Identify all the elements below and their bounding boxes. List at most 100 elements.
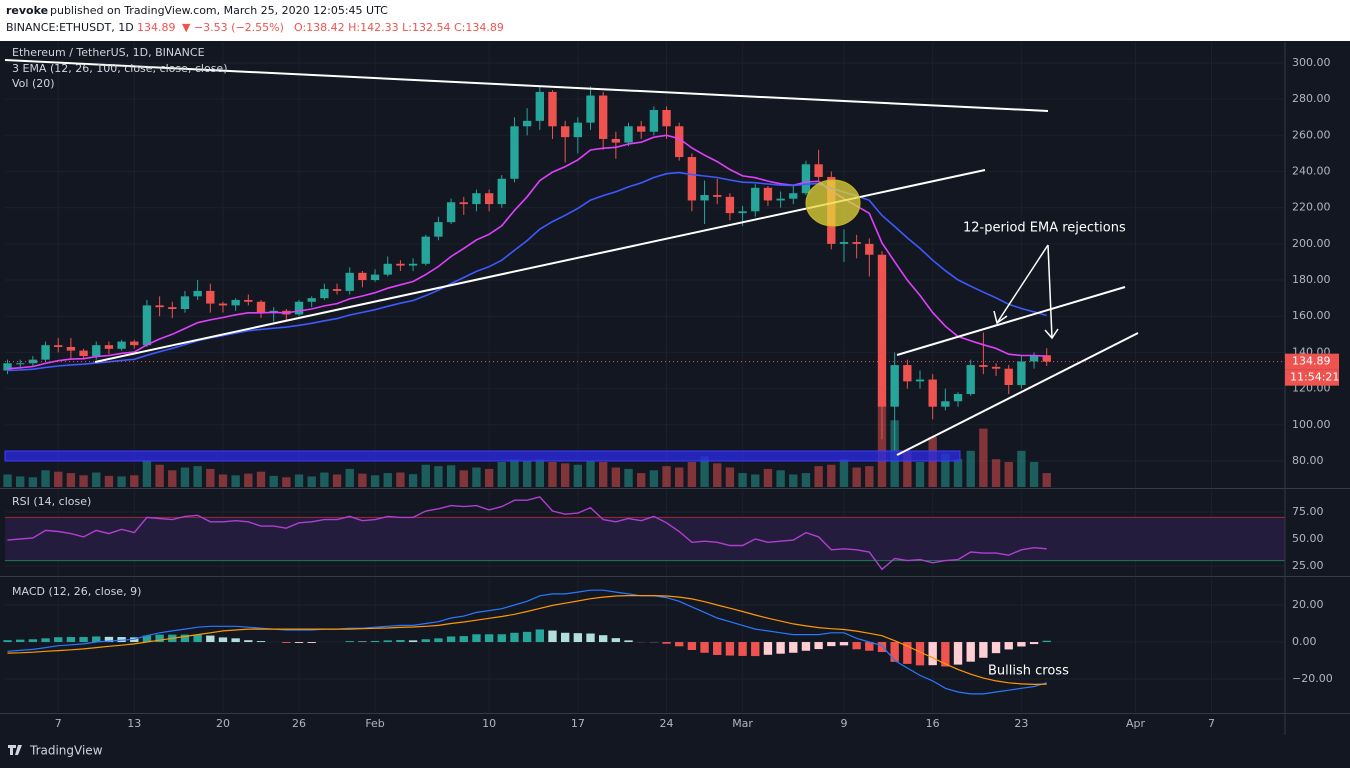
histogram-bar: [28, 639, 38, 643]
trendline: [4, 59, 1049, 112]
volume-bar: [801, 473, 811, 487]
histogram-bar: [16, 639, 25, 643]
histogram-bar: [117, 637, 126, 643]
histogram-bar: [282, 642, 291, 643]
x-tick-label: 10: [482, 717, 496, 730]
histogram-bar: [41, 638, 50, 643]
y-tick-label: 100.00: [1292, 418, 1331, 431]
volume-bar: [484, 468, 494, 487]
histogram-bar: [421, 639, 430, 643]
volume-bar: [814, 466, 823, 487]
candle-body: [662, 110, 671, 127]
volume-bar: [332, 474, 342, 487]
histogram-bar: [307, 642, 316, 643]
candle-body: [1029, 355, 1039, 362]
volume-bar: [16, 476, 25, 487]
candle-body: [801, 164, 811, 194]
histogram-bar: [675, 642, 684, 647]
volume-bar: [637, 473, 646, 487]
candle-body: [839, 242, 849, 244]
volume-bar: [548, 461, 557, 487]
volume-bar: [218, 474, 228, 487]
timer-label: 11:54:21: [1290, 371, 1339, 384]
candle-body: [421, 236, 430, 264]
candle-body: [598, 95, 608, 139]
arrowhead: [1044, 328, 1059, 340]
volume-bar: [66, 473, 76, 487]
histogram-bar: [687, 642, 697, 650]
y-tick-label: 25.00: [1292, 559, 1324, 572]
candle-body: [396, 263, 405, 266]
candle-body: [560, 126, 570, 138]
histogram-bar: [1029, 642, 1039, 645]
histogram-bar: [92, 636, 101, 643]
candle-body: [130, 341, 139, 346]
candle-body: [117, 341, 126, 349]
y-tick-label: 260.00: [1292, 128, 1331, 141]
candle-body: [789, 193, 798, 199]
histogram-bar: [865, 642, 874, 651]
candle-body: [611, 138, 621, 143]
y-tick-label: 20.00: [1292, 598, 1324, 611]
candle-body: [966, 365, 975, 395]
volume-bar: [307, 476, 316, 487]
histogram-bar: [827, 642, 836, 647]
volume-bar: [396, 472, 405, 487]
volume-bar: [852, 467, 861, 487]
candle-body: [41, 345, 50, 360]
histogram-bar: [991, 642, 1001, 654]
x-tick-label: 7: [1208, 717, 1215, 730]
candle-body: [852, 242, 861, 244]
histogram-bar: [497, 634, 506, 643]
x-tick-label: Mar: [732, 717, 753, 730]
candle-body: [738, 211, 747, 214]
arrow: [1047, 244, 1053, 339]
brand: TradingView: [29, 744, 103, 758]
histogram-bar: [180, 634, 190, 643]
histogram-bar: [903, 642, 912, 664]
volume-bar: [92, 472, 101, 487]
histogram-bar: [358, 641, 367, 643]
candle-body: [890, 365, 899, 407]
histogram-bar: [104, 636, 114, 643]
trendline: [896, 332, 1139, 456]
byline: published on TradingView.com, March 25, …: [50, 4, 388, 17]
histogram-bar: [776, 642, 785, 654]
volume-bar: [459, 470, 468, 487]
histogram-bar: [789, 642, 798, 653]
candle-body: [256, 301, 266, 313]
histogram-bar: [206, 635, 215, 643]
line-series: [7, 496, 1047, 571]
candle-body: [573, 122, 583, 138]
volume-bar: [1017, 450, 1026, 487]
histogram-bar: [218, 637, 228, 643]
candle-body: [434, 222, 443, 237]
x-tick-label: 24: [660, 717, 674, 730]
histogram-bar: [79, 637, 88, 643]
author: revoke: [6, 4, 48, 17]
histogram-bar: [751, 642, 760, 657]
volume-bar: [687, 461, 697, 487]
annotation: Bullish cross: [988, 664, 1069, 679]
volume-bar: [269, 475, 278, 487]
histogram-bar: [510, 632, 519, 643]
y-tick-label: 280.00: [1292, 92, 1331, 105]
volume-bar: [662, 466, 671, 487]
volume-bar: [345, 468, 354, 487]
volume-bar: [472, 467, 481, 487]
histogram-bar: [979, 642, 988, 658]
x-tick-label: 16: [926, 717, 940, 730]
zone-box: [4, 450, 961, 462]
last-price-label: 134.89: [1292, 355, 1331, 368]
histogram-bar: [193, 634, 202, 643]
volume-bar: [700, 456, 709, 487]
volume-bar: [168, 470, 177, 487]
candle-body: [979, 365, 988, 367]
volume-bar: [953, 459, 963, 487]
volume-bar: [1004, 461, 1013, 487]
histogram-bar: [3, 640, 12, 643]
histogram-bar: [66, 637, 76, 643]
volume-bar: [383, 473, 392, 487]
volume-bar: [130, 475, 139, 487]
